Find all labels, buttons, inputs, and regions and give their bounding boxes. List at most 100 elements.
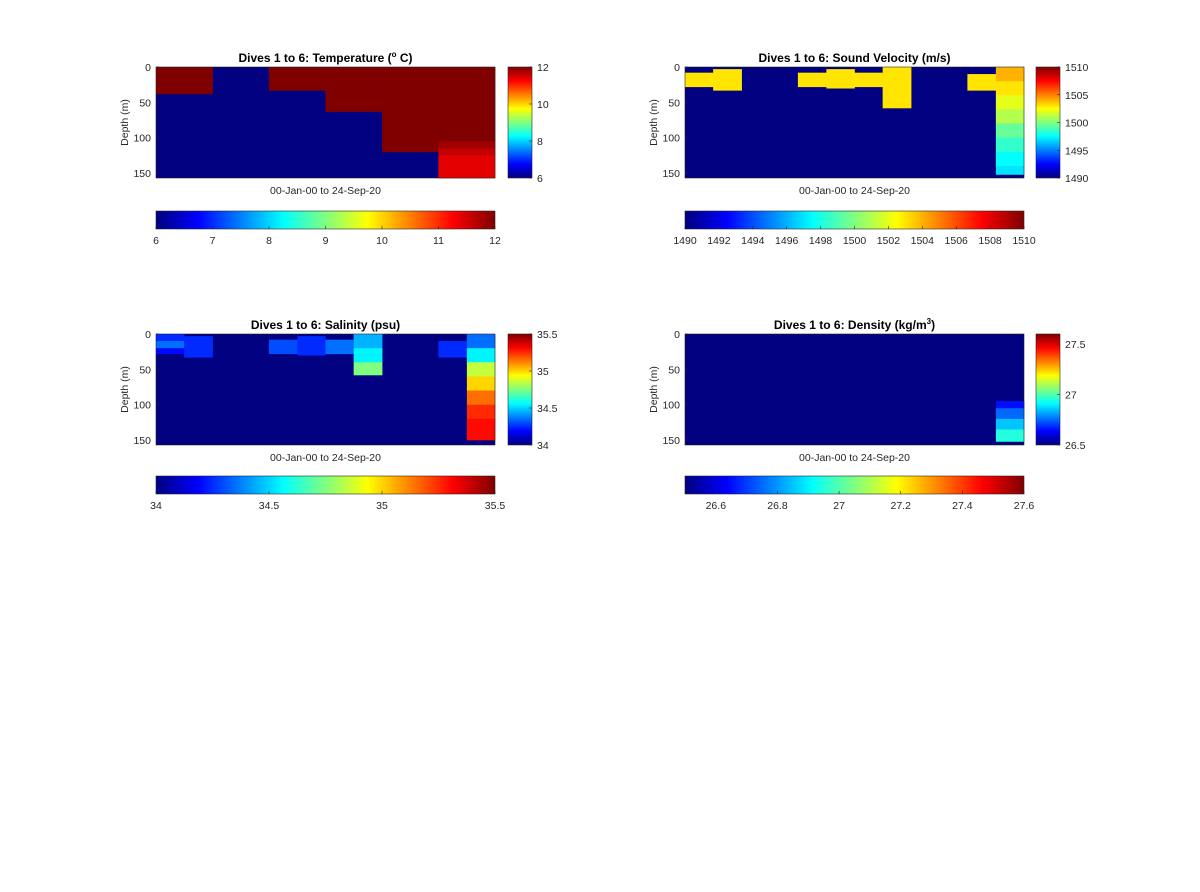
colorbar-right-tick-label: 1495 [1065,145,1089,157]
heatmap-cell [995,95,1025,110]
heatmap-cell [466,418,496,441]
heatmap-cell [995,109,1025,124]
colorbar-right-tick-label: 34.5 [537,403,558,415]
colorbar-bottom-tick-label: 7 [210,235,216,247]
chart-title: Dives 1 to 6: Salinity (psu) [251,318,400,332]
colorbar-bottom-tick-label: 10 [376,235,388,247]
chart-title: Dives 1 to 6: Density (kg/m3) [774,317,935,332]
colorbar-bottom-tick-label: 1496 [775,235,799,247]
heatmap-cell [353,362,383,376]
colorbar-bottom-tick-label: 1508 [978,235,1002,247]
heatmap-cell [268,67,326,91]
y-tick-label: 150 [662,168,680,180]
heatmap-cell [995,429,1025,442]
heatmap-cell [995,123,1025,139]
heatmap-cell [967,74,997,91]
heatmap-cell [466,390,496,406]
heatmap-cell [826,69,855,89]
y-tick-label: 0 [145,62,151,74]
colorbar-right-tick-label: 1505 [1065,90,1089,102]
colorbar-right [507,333,533,446]
heatmap-cell [438,341,468,358]
heatmap-cell [438,155,496,179]
heatmap-cell [353,334,383,349]
heatmap-cell [268,339,298,355]
y-axis-label: Depth (m) [119,99,131,146]
colorbar-right-tick-label: 35 [537,366,549,378]
colorbar-right-tick-label: 35.5 [537,329,558,341]
heatmap-cell [713,69,742,91]
chart-panel-density: 0 50 100 150 Depth (m) 00-Jan-00 to 24-Sep-20… [648,317,1086,512]
colorbar-bottom-tick-label: 1500 [843,235,867,247]
chart-title-text: Dives 1 to 6: Temperature ( [238,51,391,65]
colorbar-right-tick-label: 34 [537,440,549,452]
heatmap-cell [438,141,496,149]
y-axis-label: Depth (m) [119,366,131,413]
heatmap-cell [297,336,326,356]
x-axis-caption: 00-Jan-00 to 24-Sep-20 [799,452,910,464]
heatmap-cell [156,348,185,355]
y-tick-label: 0 [674,62,680,74]
colorbar-bottom-tick-label: 27.6 [1014,500,1035,512]
heatmap-cell [438,148,496,156]
chart-title-suffix: C) [397,51,413,65]
colorbar-bottom [684,475,1025,495]
colorbar-bottom-tick-label: 1492 [707,235,731,247]
y-tick-label: 50 [139,97,151,109]
colorbar-right-tick-label: 1510 [1065,62,1089,74]
y-tick-label: 100 [133,400,151,412]
colorbar-right-tick-label: 27.5 [1065,339,1086,351]
chart-panel-salinity: 0 50 100 150 Depth (m) 00-Jan-00 to 24-Sep-20… [119,318,558,512]
heatmap-cell [995,165,1025,175]
chart-title: Dives 1 to 6: Temperature (o C) [238,50,412,65]
colorbar-right-tick-label: 26.5 [1065,440,1086,452]
colorbar-bottom-tick-label: 27.4 [952,500,973,512]
heatmap-cell [995,418,1025,430]
colorbar-bottom-tick-label: 9 [323,235,329,247]
chart-title-text: Dives 1 to 6: Sound Velocity (m/s) [758,51,950,65]
chart-title-superscript: o [392,50,397,59]
heatmap-cell [685,72,714,88]
y-tick-label: 100 [662,133,680,145]
heatmap-cell [995,81,1025,96]
y-tick-label: 100 [133,133,151,145]
colorbar-bottom [155,475,496,495]
x-axis-caption: 00-Jan-00 to 24-Sep-20 [270,452,381,464]
colorbar-bottom-tick-label: 6 [153,235,159,247]
colorbar-bottom-tick-label: 1498 [809,235,833,247]
y-tick-label: 150 [133,435,151,447]
heatmap-cell [325,339,354,355]
colorbar-bottom-tick-label: 34 [150,500,162,512]
colorbar-right-tick-label: 1500 [1065,118,1089,130]
chart-title-superscript: 3 [927,317,932,326]
y-tick-label: 150 [662,435,680,447]
colorbar-bottom-tick-label: 35.5 [485,500,506,512]
x-axis-caption: 00-Jan-00 to 24-Sep-20 [270,185,381,197]
colorbar-bottom-tick-label: 8 [266,235,272,247]
heatmap-cell [353,348,383,363]
heatmap-cell [382,67,439,153]
heatmap-cell [438,67,496,142]
y-tick-label: 100 [662,400,680,412]
y-tick-label: 150 [133,168,151,180]
chart-title-text: Dives 1 to 6: Salinity (psu) [251,318,400,332]
y-axis-label: Depth (m) [648,366,660,413]
colorbar-bottom-tick-label: 34.5 [259,500,280,512]
x-axis-caption: 00-Jan-00 to 24-Sep-20 [799,185,910,197]
colorbar-bottom-tick-label: 1510 [1012,235,1036,247]
chart-title-text: Dives 1 to 6: Density (kg/m [774,318,927,332]
heatmap-cell [854,72,883,88]
colorbar-bottom-tick-label: 1494 [741,235,765,247]
y-axis-label: Depth (m) [648,99,660,146]
colorbar-right [507,66,533,179]
colorbar-bottom-tick-label: 1506 [945,235,969,247]
colorbar-bottom-tick-label: 1502 [877,235,901,247]
axes-frame [155,333,496,446]
y-tick-label: 0 [145,329,151,341]
heatmap-cell [797,72,827,88]
axes-frame [684,66,1025,179]
chart-title-suffix: ) [931,318,935,332]
colorbar-right [1035,333,1061,446]
colorbar-right-tick-label: 1490 [1065,173,1089,185]
